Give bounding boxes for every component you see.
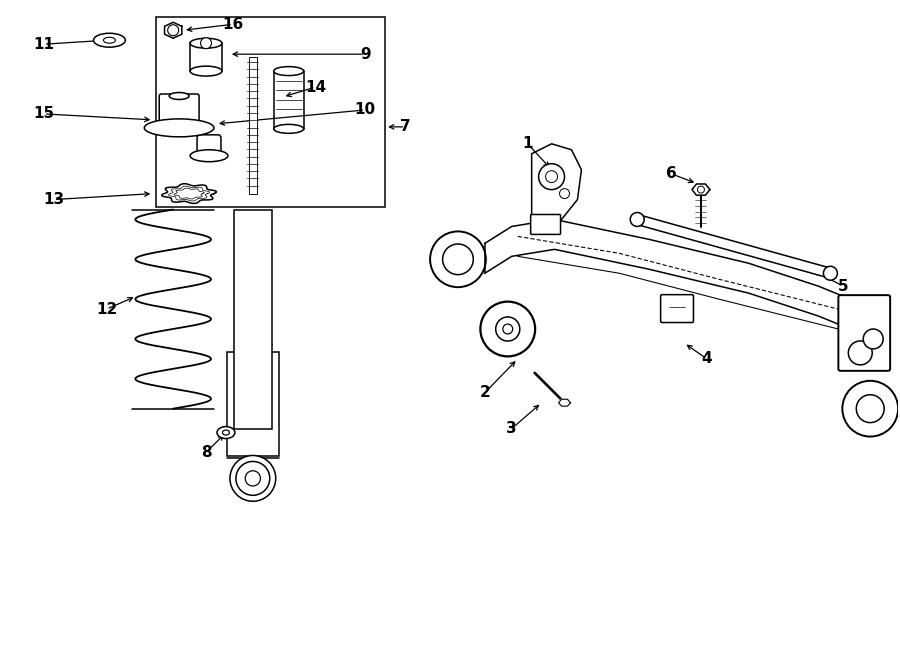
Circle shape (167, 25, 178, 36)
Circle shape (560, 188, 570, 198)
Circle shape (856, 395, 884, 422)
Circle shape (698, 186, 705, 193)
Text: 13: 13 (43, 192, 64, 207)
Polygon shape (485, 219, 850, 329)
Ellipse shape (222, 430, 230, 435)
Ellipse shape (190, 150, 228, 162)
Text: 8: 8 (201, 445, 212, 460)
Ellipse shape (503, 324, 513, 334)
Polygon shape (636, 215, 832, 278)
Bar (190, 43, 222, 71)
Text: 4: 4 (702, 352, 712, 366)
Bar (248, 57, 256, 194)
Ellipse shape (190, 66, 222, 76)
Ellipse shape (190, 38, 222, 48)
Polygon shape (532, 144, 581, 219)
Circle shape (230, 455, 275, 501)
Text: 2: 2 (480, 385, 491, 401)
Ellipse shape (169, 93, 189, 99)
FancyBboxPatch shape (159, 94, 199, 130)
Text: 14: 14 (305, 79, 326, 95)
FancyBboxPatch shape (839, 295, 890, 371)
Circle shape (245, 471, 260, 486)
Text: 6: 6 (666, 166, 677, 181)
Ellipse shape (217, 426, 235, 438)
Polygon shape (692, 184, 710, 195)
Ellipse shape (496, 317, 520, 341)
Circle shape (842, 381, 898, 436)
Polygon shape (559, 399, 571, 406)
Text: 15: 15 (33, 106, 54, 122)
Text: 3: 3 (507, 421, 517, 436)
Polygon shape (165, 22, 182, 38)
Circle shape (545, 171, 557, 182)
Text: 16: 16 (222, 17, 244, 32)
Circle shape (538, 164, 564, 190)
Ellipse shape (274, 124, 303, 134)
Polygon shape (162, 184, 217, 204)
Ellipse shape (481, 301, 536, 356)
Circle shape (430, 231, 486, 287)
Circle shape (630, 212, 644, 227)
FancyBboxPatch shape (197, 135, 221, 159)
Text: 7: 7 (400, 120, 410, 134)
FancyBboxPatch shape (661, 295, 694, 323)
Ellipse shape (144, 119, 214, 137)
Ellipse shape (94, 33, 125, 47)
Ellipse shape (104, 37, 115, 43)
Circle shape (201, 38, 212, 49)
Text: 1: 1 (522, 136, 533, 151)
Bar (227, 352, 279, 457)
Circle shape (849, 341, 872, 365)
Bar (274, 71, 303, 129)
Text: 11: 11 (33, 37, 54, 52)
FancyBboxPatch shape (531, 214, 561, 235)
Text: 10: 10 (355, 102, 376, 118)
Circle shape (863, 329, 883, 349)
Circle shape (236, 461, 270, 495)
Bar (157, 17, 385, 206)
Circle shape (443, 244, 473, 274)
Ellipse shape (274, 67, 303, 75)
Text: 9: 9 (360, 47, 371, 61)
Text: 12: 12 (95, 301, 117, 317)
Circle shape (824, 266, 837, 280)
Text: 5: 5 (838, 279, 849, 293)
Bar (234, 210, 272, 428)
